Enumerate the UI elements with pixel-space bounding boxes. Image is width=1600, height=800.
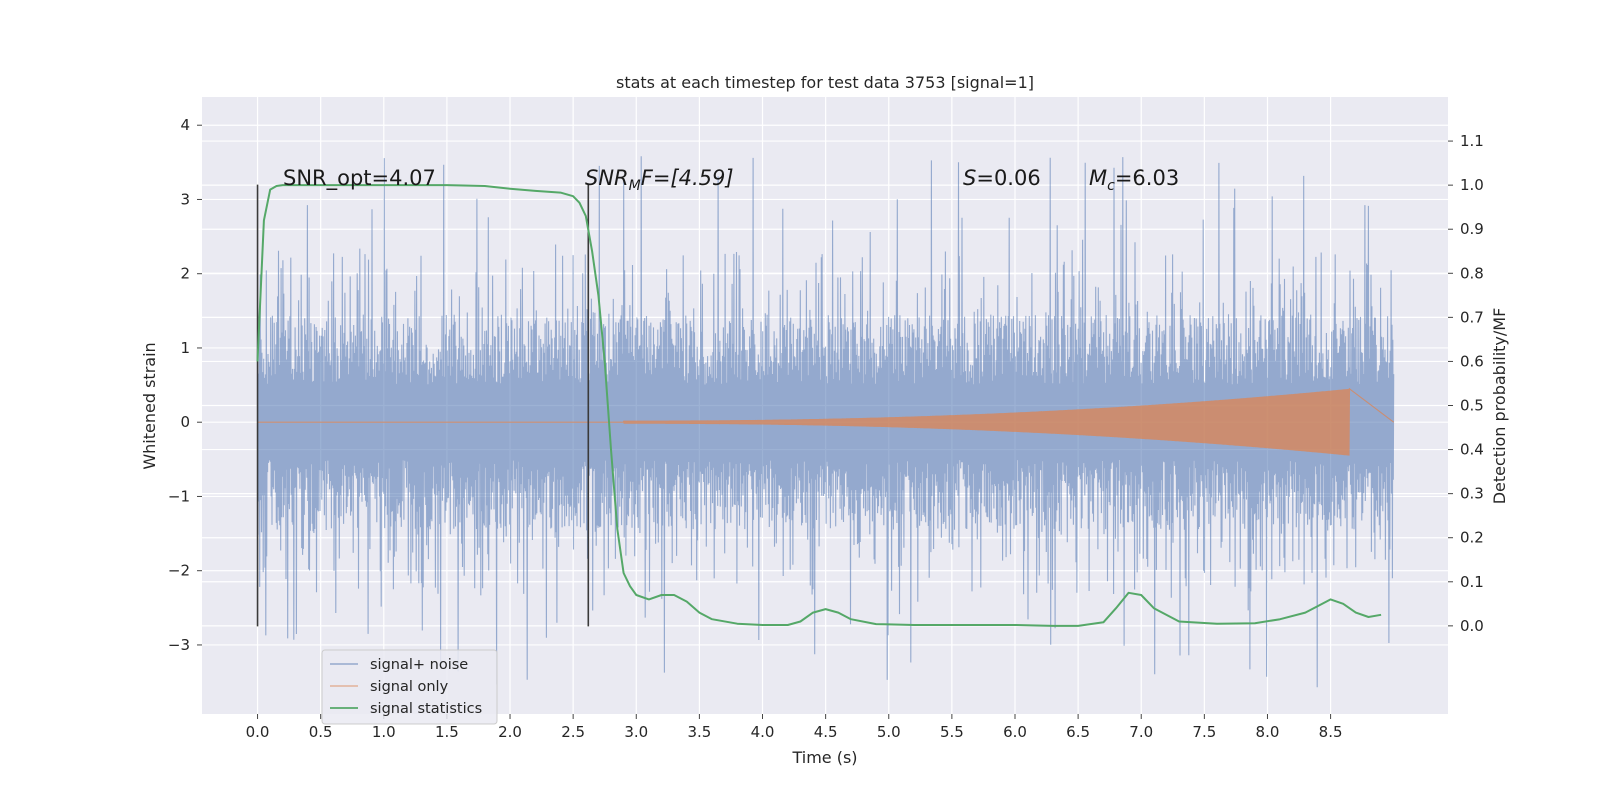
right-axis-ticks: 0.0 0.1 0.2 0.3 0.4 0.5 0.6 0.7 0.8 0.9 1.0 1.1 <box>1448 132 1484 635</box>
vertical-markers <box>256 184 590 627</box>
legend-label-signal-only: signal only <box>370 679 449 695</box>
y-right-tick-label: 0.3 <box>1460 485 1484 503</box>
annotation-snr-opt: SNR_opt=4.07 <box>283 166 436 191</box>
x-tick-label: 5.5 <box>940 723 964 741</box>
y-right-tick-label: 1.0 <box>1460 176 1484 194</box>
x-tick-label: 1.0 <box>372 723 396 741</box>
legend: signal+ noise signal only signal statist… <box>321 649 498 725</box>
y-right-tick-label: 0.5 <box>1460 397 1484 415</box>
x-tick-label: 0.0 <box>246 723 270 741</box>
y-right-tick-label: 0.0 <box>1460 617 1484 635</box>
x-tick-label: 4.0 <box>751 723 775 741</box>
x-tick-label: 7.5 <box>1192 723 1216 741</box>
annotation-mc: Mc=6.03 <box>1089 166 1179 194</box>
x-tick-label: 1.5 <box>435 723 459 741</box>
annotation-s: S=0.06 <box>963 166 1041 190</box>
x-tick-label: 8.5 <box>1319 723 1343 741</box>
legend-box <box>321 649 498 725</box>
annotation-snr-mf: SNRMF=[4.59] <box>585 166 734 194</box>
signal-only-trace <box>257 387 1395 456</box>
y-left-tick-label: 1 <box>180 339 190 357</box>
signal-noise-trace <box>256 156 1395 688</box>
chart-title: stats at each timestep for test data 375… <box>616 73 1034 92</box>
y-left-tick-label: 0 <box>180 413 190 431</box>
y-right-tick-label: 0.7 <box>1460 308 1484 326</box>
y-right-tick-label: 0.8 <box>1460 264 1484 282</box>
x-tick-label: 0.5 <box>309 723 333 741</box>
legend-label-signal-statistics: signal statistics <box>370 701 482 717</box>
y-left-tick-label: −1 <box>168 487 190 505</box>
x-tick-label: 4.5 <box>814 723 838 741</box>
y-right-tick-label: 0.1 <box>1460 573 1484 591</box>
y-left-tick-label: 2 <box>180 265 190 283</box>
y-left-tick-label: 4 <box>180 116 190 134</box>
y-axis-left-label: Whitened strain <box>140 342 159 469</box>
y-axis-right-label: Detection probability/MF <box>1490 308 1509 505</box>
y-right-tick-label: 1.1 <box>1460 132 1484 150</box>
x-tick-label: 3.0 <box>624 723 648 741</box>
series-signal-noise <box>256 156 1395 688</box>
series-signal-statistics <box>256 184 1382 627</box>
x-tick-label: 6.5 <box>1066 723 1090 741</box>
x-tick-label: 2.0 <box>498 723 522 741</box>
x-tick-label: 6.0 <box>1003 723 1027 741</box>
y-right-tick-label: 0.6 <box>1460 352 1484 370</box>
x-tick-label: 8.0 <box>1256 723 1280 741</box>
x-tick-label: 5.0 <box>877 723 901 741</box>
series-signal-only <box>257 387 1395 456</box>
y-left-tick-label: 3 <box>180 190 190 208</box>
x-axis-label: Time (s) <box>791 748 857 767</box>
y-left-tick-label: −2 <box>168 562 190 580</box>
x-axis-ticks: 0.0 0.5 1.0 1.5 2.0 2.5 3.0 3.5 4.0 4.5 5.0 5.5 6.0 6… <box>246 714 1343 741</box>
y-right-tick-label: 0.9 <box>1460 220 1484 238</box>
left-axis-ticks: −3 −2 −1 0 1 2 3 4 <box>168 116 202 654</box>
x-tick-label: 7.0 <box>1129 723 1153 741</box>
y-left-tick-label: −3 <box>168 636 190 654</box>
x-tick-label: 2.5 <box>561 723 585 741</box>
legend-label-signal-noise: signal+ noise <box>370 657 468 673</box>
signal-statistics-line <box>256 184 1382 627</box>
y-right-tick-label: 0.4 <box>1460 441 1484 459</box>
x-tick-label: 3.5 <box>687 723 711 741</box>
y-right-tick-label: 0.2 <box>1460 529 1484 547</box>
